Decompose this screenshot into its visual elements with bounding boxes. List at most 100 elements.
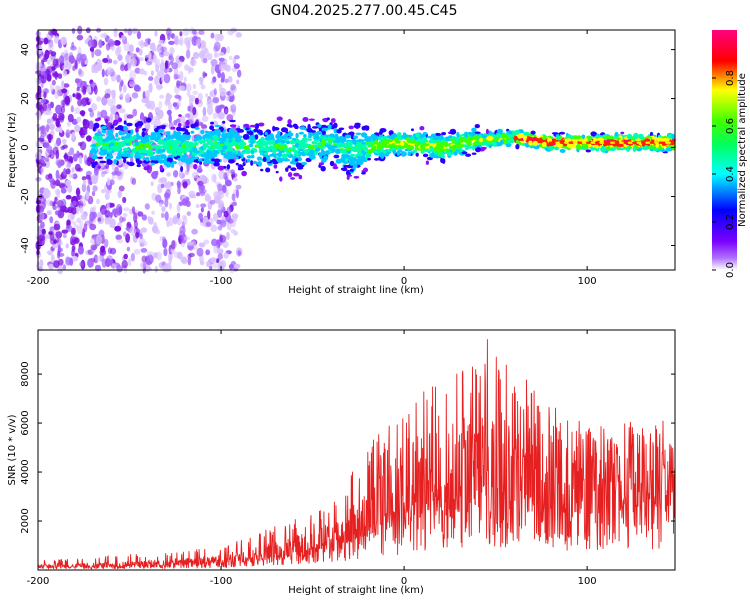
spectrogram-band-cell xyxy=(204,130,210,134)
spectrogram-noise-cell xyxy=(51,254,55,262)
spectrogram-band-cell xyxy=(283,127,289,133)
spectrogram-noise-cell xyxy=(219,51,225,56)
spectrogram-noise-cell xyxy=(147,215,151,222)
spectrogram-band-cell xyxy=(242,162,246,167)
spectrogram-noise-cell xyxy=(85,190,90,200)
spectrogram-band-cell xyxy=(193,150,200,154)
spectrogram-noise-cell xyxy=(78,68,82,75)
spectrogram-noise-cell xyxy=(183,37,191,46)
spectrogram-noise-cell xyxy=(132,108,138,117)
spectrogram-band-cell xyxy=(244,149,252,154)
spectrogram-band-cell xyxy=(595,144,599,149)
spectrogram-noise-cell xyxy=(194,97,199,105)
spectrogram-band-cell xyxy=(120,132,126,135)
spectrogram-noise-cell xyxy=(40,165,44,176)
spectrogram-noise-cell xyxy=(196,247,204,257)
spectrogram-noise-cell xyxy=(224,108,229,114)
spectrogram-noise-cell xyxy=(192,83,197,90)
spectrogram-noise-cell xyxy=(79,261,84,267)
spectrogram-noise-cell xyxy=(173,73,178,80)
spectrogram-noise-cell xyxy=(105,262,111,267)
spectrogram-band-cell xyxy=(449,128,457,135)
spectrogram-band-cell xyxy=(228,159,235,164)
spectrogram-noise-cell xyxy=(212,76,217,83)
spectrogram-noise-cell xyxy=(211,238,218,247)
spectrogram-noise-cell xyxy=(189,58,197,67)
spectrogram-noise-cell xyxy=(168,40,175,46)
spectrogram-noise-cell xyxy=(49,231,55,242)
spectrogram-noise-cell xyxy=(155,114,162,121)
spectrogram-noise-cell xyxy=(100,33,105,38)
spectrogram-noise-cell xyxy=(104,210,111,218)
spectrogram-band-cell xyxy=(626,133,633,139)
spectrogram-noise-cell xyxy=(176,212,181,219)
spectrogram-band-cell xyxy=(254,145,261,148)
spectrogram-band-cell xyxy=(269,154,274,157)
spectrogram-noise-cell xyxy=(207,210,211,220)
spectrogram-band-cell xyxy=(634,138,642,142)
spectrogram-band-cell xyxy=(250,160,254,166)
spectrogram-band-cell xyxy=(528,138,536,141)
spectrogram-band-cell xyxy=(235,156,239,160)
spectrogram-band-cell xyxy=(235,128,241,131)
spectrogram-band-cell xyxy=(287,165,292,169)
spectrogram-noise-cell xyxy=(164,60,169,70)
snr-y-tick-label: 8000 xyxy=(20,361,31,386)
spectrogram-noise-cell xyxy=(192,51,200,60)
spectrogram-band-cell xyxy=(422,132,428,135)
spectrogram-band-cell xyxy=(283,147,290,152)
spectrogram-band-cell xyxy=(320,165,326,172)
spectrogram-noise-cell xyxy=(46,73,52,82)
spectrogram-band-cell xyxy=(348,125,354,130)
spectrogram-band-cell xyxy=(543,144,547,147)
spectrogram-band-cell xyxy=(464,133,468,138)
snr-chart: -200 -100 0 100 2000 4000 6000 8000 Height of … xyxy=(7,329,676,596)
snr-frame xyxy=(37,329,676,571)
spectrogram-band-cell xyxy=(306,127,313,133)
spectrogram-noise-cell xyxy=(159,94,165,99)
spectrogram-noise-cell xyxy=(47,59,51,65)
spectrogram-band-cell xyxy=(116,147,121,151)
spectrogram-band-cell xyxy=(372,145,377,151)
spectrogram-noise-cell xyxy=(54,85,62,91)
spectrogram-band-cell xyxy=(471,127,477,133)
spectrogram-band-cell xyxy=(439,143,445,149)
spectrogram-band-cell xyxy=(170,126,176,130)
spectrogram-noise-cell xyxy=(130,252,135,262)
spectrogram-noise-cell xyxy=(109,41,116,46)
spectrogram-band-cell xyxy=(442,141,449,146)
spectrogram-band-cell xyxy=(252,161,257,164)
spectrogram-noise-cell xyxy=(112,97,116,105)
spectrogram-band-cell xyxy=(221,145,228,150)
spectrogram-band-cell xyxy=(130,151,134,158)
spectrogram-band-cell xyxy=(188,157,195,163)
spectrogram-noise-cell xyxy=(143,262,147,269)
spectrogram-noise-cell xyxy=(117,190,122,199)
spectrogram-noise-cell xyxy=(164,98,169,107)
spectrogram-noise-cell xyxy=(230,104,237,113)
spectrogram-band-cell xyxy=(557,143,563,148)
spectrogram-band-cell xyxy=(143,166,151,171)
spectrogram-noise-cell xyxy=(187,241,194,246)
spectrogram-noise-cell xyxy=(67,184,73,193)
spectrogram-band-cell xyxy=(293,172,300,177)
spectrogram-band-cell xyxy=(238,145,244,150)
spectrogram-band-cell xyxy=(546,143,554,147)
spectrogram-noise-cell xyxy=(226,46,231,54)
spectrogram-noise-cell xyxy=(144,203,150,210)
spectrogram-noise-cell xyxy=(163,51,170,57)
spectrogram-noise-cell xyxy=(63,233,67,239)
spectrogram-noise-cell xyxy=(205,195,212,202)
spectrogram-band-cell xyxy=(306,138,313,141)
spectrogram-noise-cell xyxy=(181,198,188,206)
spectrogram-noise-cell xyxy=(156,71,160,81)
spectrogram-band-cell xyxy=(419,126,425,131)
spectrogram-noise-cell xyxy=(198,242,206,248)
spectrogram-noise-cell xyxy=(57,73,63,79)
spectrogram-noise-cell xyxy=(78,155,83,165)
spectrogram-band-cell xyxy=(317,124,322,128)
spectrogram-band-cell xyxy=(130,129,134,135)
spectrogram-noise-cell xyxy=(87,178,93,185)
spectrogram-band-cell xyxy=(307,134,312,139)
spectrogram-band-cell xyxy=(473,142,478,146)
